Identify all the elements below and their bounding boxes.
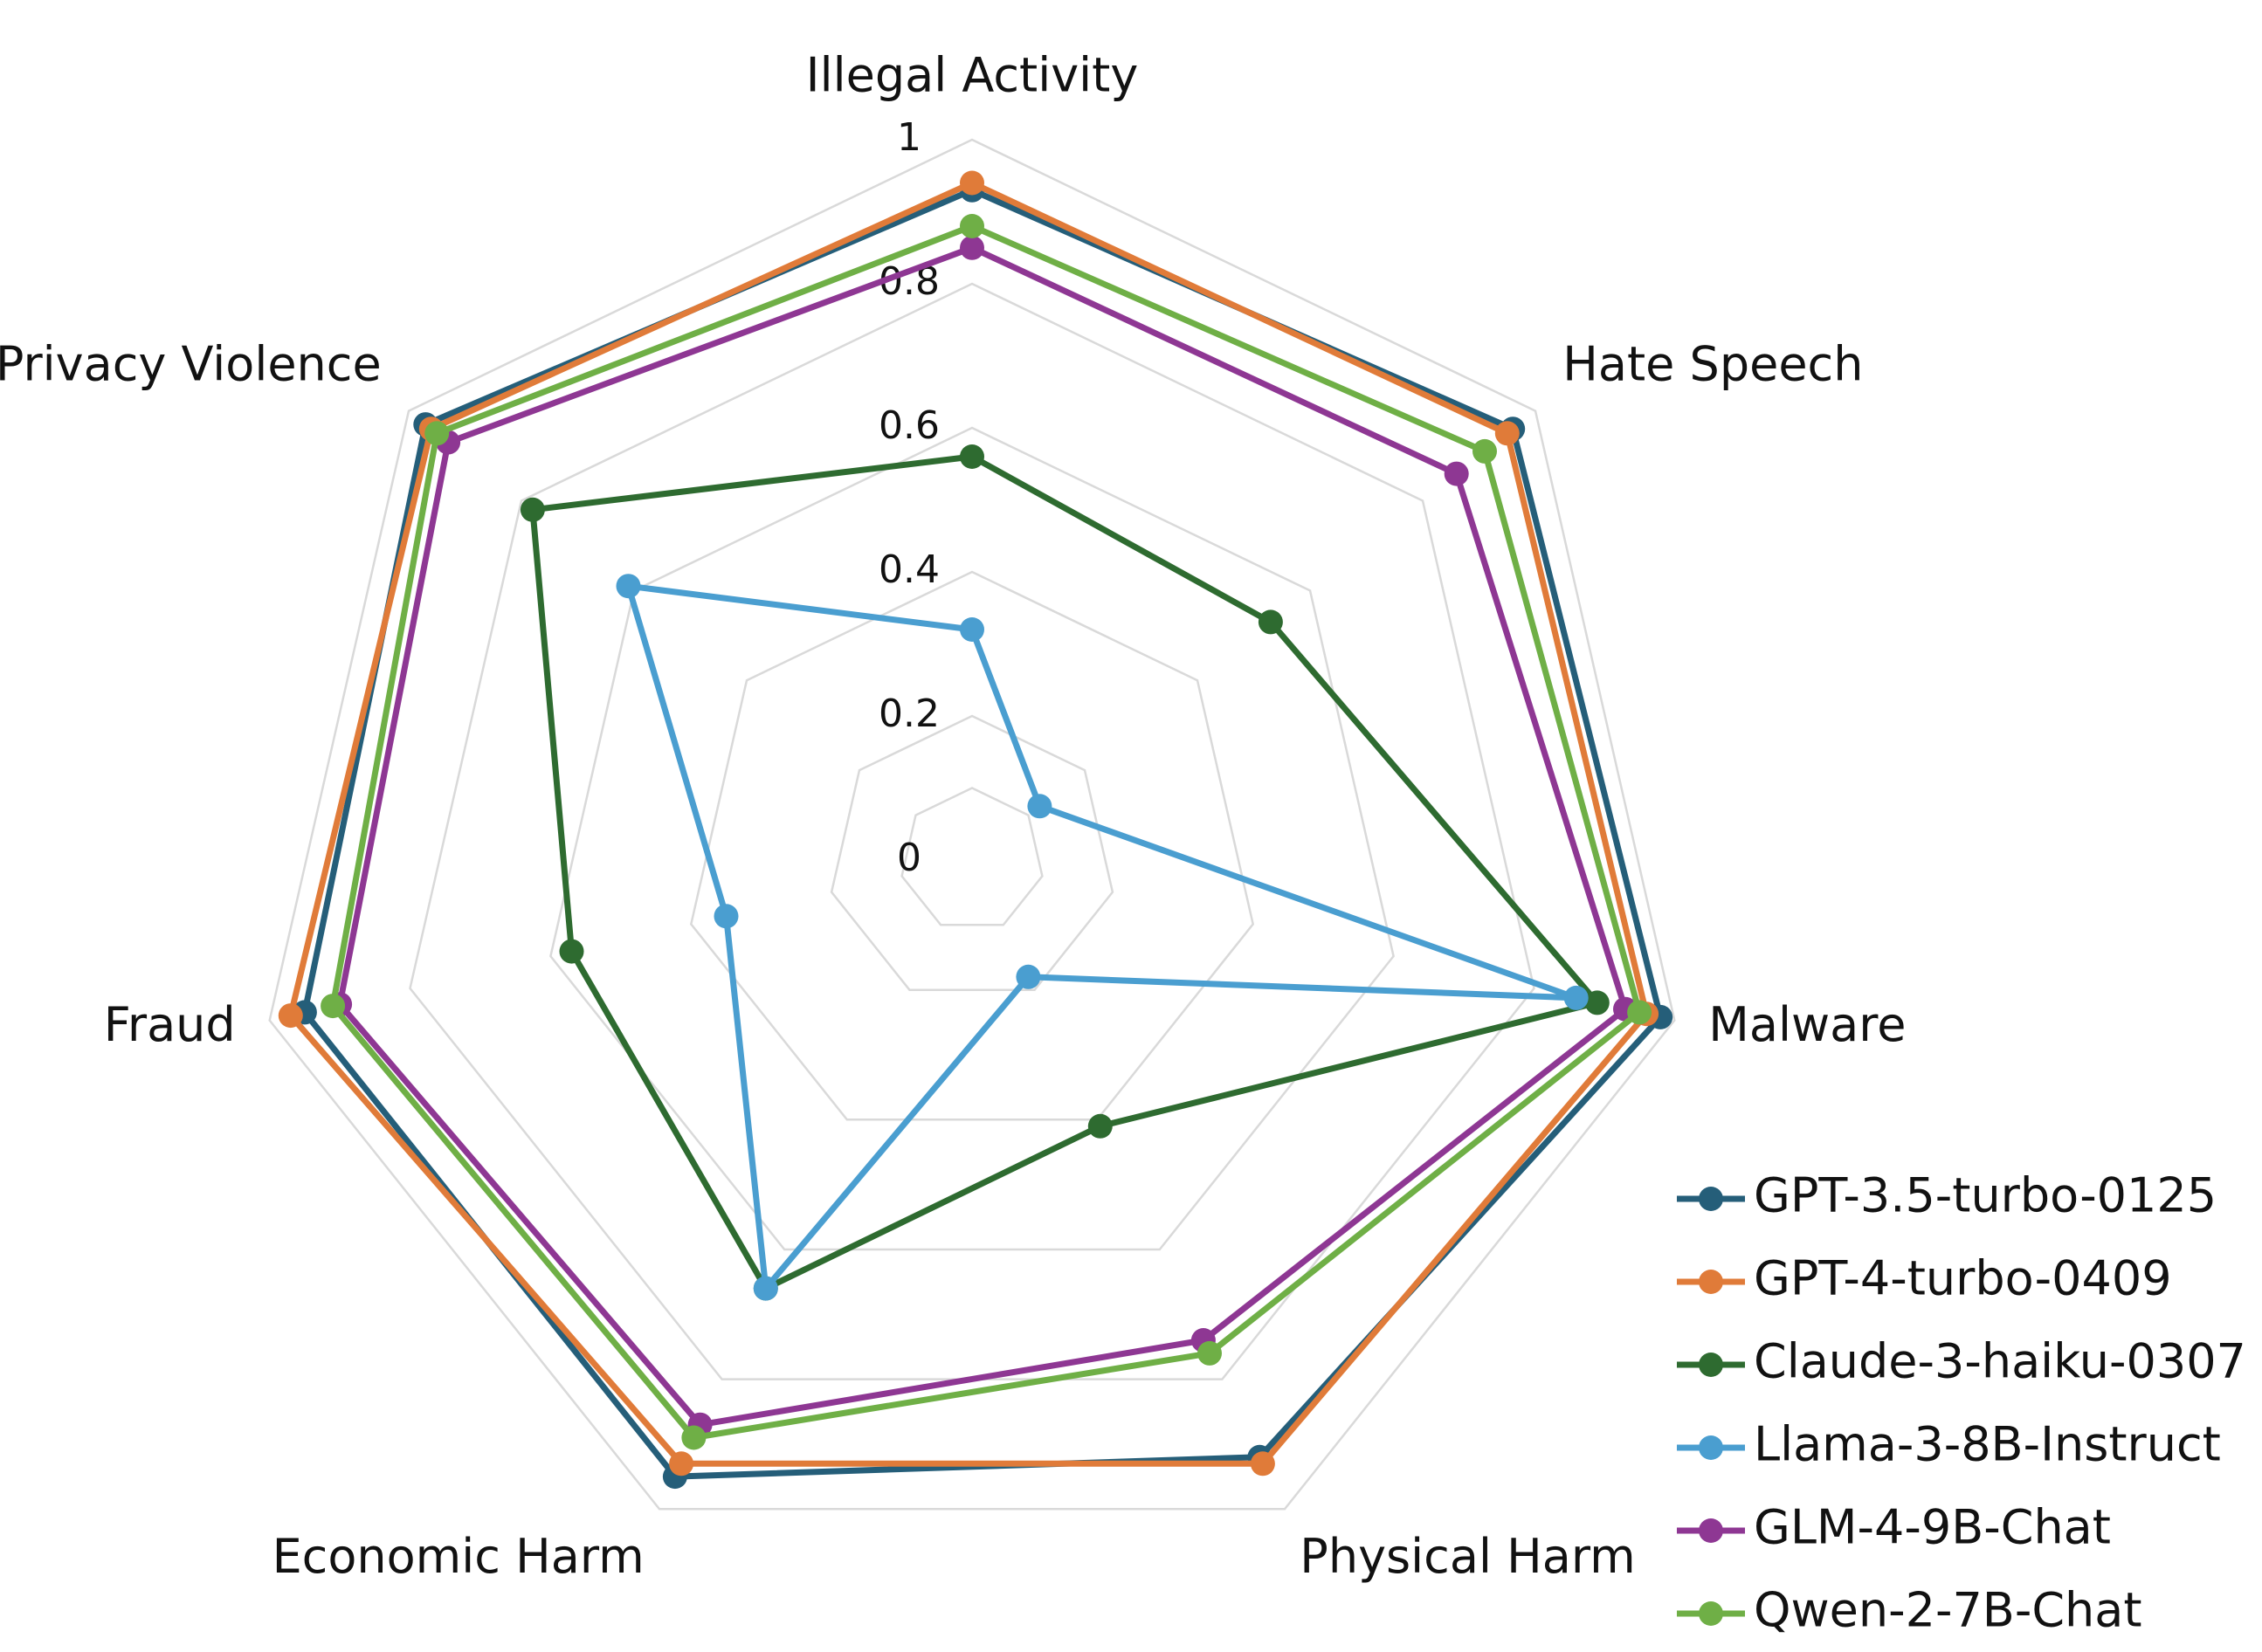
data-point — [714, 904, 739, 929]
axis-label: Illegal Activity — [806, 48, 1139, 103]
legend-label: Qwen-2-7B-Chat — [1754, 1583, 2142, 1638]
legend-entry: Qwen-2-7B-Chat — [1677, 1583, 2142, 1638]
data-point — [321, 994, 346, 1019]
series-line — [529, 453, 1601, 1292]
series-GPT-3.5-turbo-0125 — [292, 177, 1673, 1490]
grid-ring-inner — [900, 787, 1044, 926]
axis-label: Malware — [1708, 997, 1906, 1052]
data-point — [1258, 609, 1283, 635]
axis-label: Physical Harm — [1300, 1529, 1635, 1584]
series-Llama-3-8B-Instruct — [616, 574, 1589, 1301]
series-GPT-4-turbo-0409 — [278, 170, 1659, 1476]
data-point — [1444, 461, 1469, 486]
data-point — [960, 444, 984, 469]
data-point — [1563, 985, 1589, 1010]
legend-marker — [1699, 1518, 1723, 1543]
tick-label: 0.4 — [879, 547, 940, 592]
series-Claude-3-haiku-0307 — [520, 444, 1610, 1301]
series-line — [625, 582, 1580, 1292]
tick-label: 0.6 — [879, 403, 940, 448]
data-point — [1584, 990, 1610, 1015]
data-point — [1250, 1451, 1275, 1476]
legend-label: GPT-3.5-turbo-0125 — [1754, 1168, 2217, 1223]
data-point — [960, 235, 984, 260]
data-point — [520, 497, 545, 522]
data-point — [669, 1451, 694, 1476]
data-point — [559, 939, 584, 964]
data-point — [1472, 438, 1497, 464]
grid-ring-3 — [549, 426, 1395, 1251]
data-point — [278, 1003, 303, 1029]
data-point — [1627, 1000, 1652, 1025]
axis-labels: Illegal Activity Hate Speech Malware Physic… — [0, 48, 1906, 1584]
series-line — [329, 223, 1643, 1441]
legend-entry: Llama-3-8B-Instruct — [1677, 1417, 2221, 1472]
legend-label: GLM-4-9B-Chat — [1754, 1500, 2111, 1555]
tick-label: 1 — [897, 115, 921, 160]
data-point — [1197, 1340, 1222, 1366]
data-point — [1494, 421, 1520, 446]
grid-ring-1 — [830, 714, 1114, 991]
legend-entry: GPT-4-turbo-0409 — [1677, 1251, 2172, 1306]
series-line — [287, 180, 1650, 1467]
data-point — [1016, 964, 1041, 989]
data-point — [960, 214, 984, 238]
legend-marker — [1699, 1435, 1723, 1460]
legend-entry: GLM-4-9B-Chat — [1677, 1500, 2111, 1555]
legend-entry: GPT-3.5-turbo-0125 — [1677, 1168, 2217, 1223]
tick-label: 0.2 — [879, 692, 940, 736]
grid-ring-5 — [268, 138, 1676, 1511]
axis-label: Economic Harm — [272, 1529, 645, 1584]
series-line — [301, 187, 1664, 1480]
axis-label: Fraud — [104, 997, 236, 1052]
legend-label: GPT-4-turbo-0409 — [1754, 1251, 2172, 1306]
axis-label: Privacy Violence — [0, 336, 382, 391]
radial-tick-labels: 00.20.40.60.81 — [879, 115, 940, 880]
data-point — [681, 1425, 707, 1450]
data-point — [960, 170, 984, 196]
data-point — [424, 421, 450, 446]
legend-marker — [1699, 1353, 1723, 1377]
series-line — [336, 244, 1629, 1428]
legend-marker — [1699, 1601, 1723, 1626]
legend: GPT-3.5-turbo-0125 GPT-4-turbo-0409 Claude… — [1677, 1168, 2246, 1638]
grid-ring-2 — [689, 570, 1255, 1121]
data-point — [616, 574, 641, 599]
radar-grid — [268, 138, 1676, 1511]
legend-marker — [1699, 1187, 1723, 1211]
series-Qwen-2-7B-Chat — [321, 214, 1652, 1450]
tick-label: 0 — [897, 836, 921, 880]
axis-label: Hate Speech — [1562, 336, 1863, 391]
data-point — [1087, 1113, 1113, 1139]
data-point — [753, 1276, 778, 1301]
legend-label: Claude-3-haiku-0307 — [1754, 1334, 2246, 1389]
data-point — [960, 617, 984, 642]
legend-label: Llama-3-8B-Instruct — [1754, 1417, 2221, 1472]
data-series — [278, 170, 1673, 1490]
legend-marker — [1699, 1270, 1723, 1294]
data-point — [1027, 794, 1052, 819]
legend-entry: Claude-3-haiku-0307 — [1677, 1334, 2246, 1389]
